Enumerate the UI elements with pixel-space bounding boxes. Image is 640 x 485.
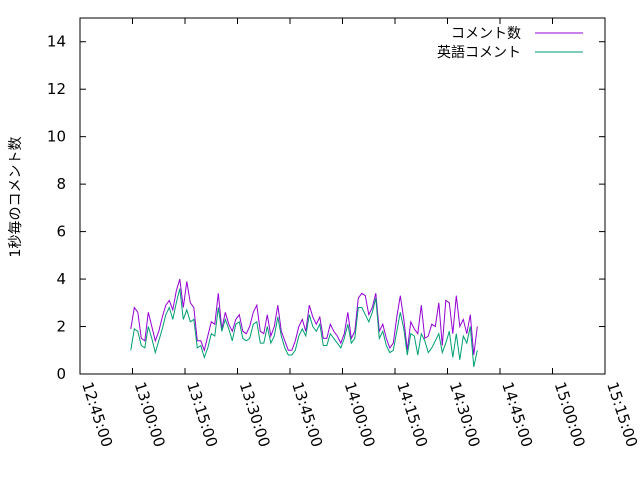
- y-tick-label: 12: [47, 80, 66, 98]
- legend-label-1: コメント数: [451, 26, 521, 42]
- x-tick-label: 13:45:00: [288, 380, 326, 450]
- plot-frame: [79, 17, 606, 375]
- x-tick-label: 12:45:00: [78, 380, 116, 450]
- x-tick-label: 15:15:00: [603, 380, 640, 450]
- y-tick-label: 8: [56, 175, 66, 193]
- y-tick-label: 2: [56, 318, 66, 336]
- y-tick-label: 14: [47, 33, 66, 51]
- series-line-1: [130, 278, 478, 356]
- y-tick-label: 0: [56, 365, 66, 383]
- legend-label-2: 英語コメント: [437, 44, 521, 61]
- y-tick-label: 6: [56, 223, 66, 241]
- x-tick-label: 14:15:00: [393, 380, 431, 450]
- y-axis-label: 1秒毎のコメント数: [8, 137, 24, 258]
- y-tick-label: 4: [56, 270, 66, 288]
- x-tick-label: 14:30:00: [446, 380, 484, 450]
- series-line-2: [130, 288, 478, 368]
- x-tick-label: 14:45:00: [498, 380, 536, 450]
- x-tick-label: 13:15:00: [183, 380, 221, 450]
- x-tick-label: 15:00:00: [551, 380, 589, 450]
- x-tick-label: 13:30:00: [236, 380, 274, 450]
- y-tick-label: 10: [47, 128, 66, 146]
- x-tick-label: 13:00:00: [131, 380, 169, 450]
- x-tick-label: 14:00:00: [341, 380, 379, 450]
